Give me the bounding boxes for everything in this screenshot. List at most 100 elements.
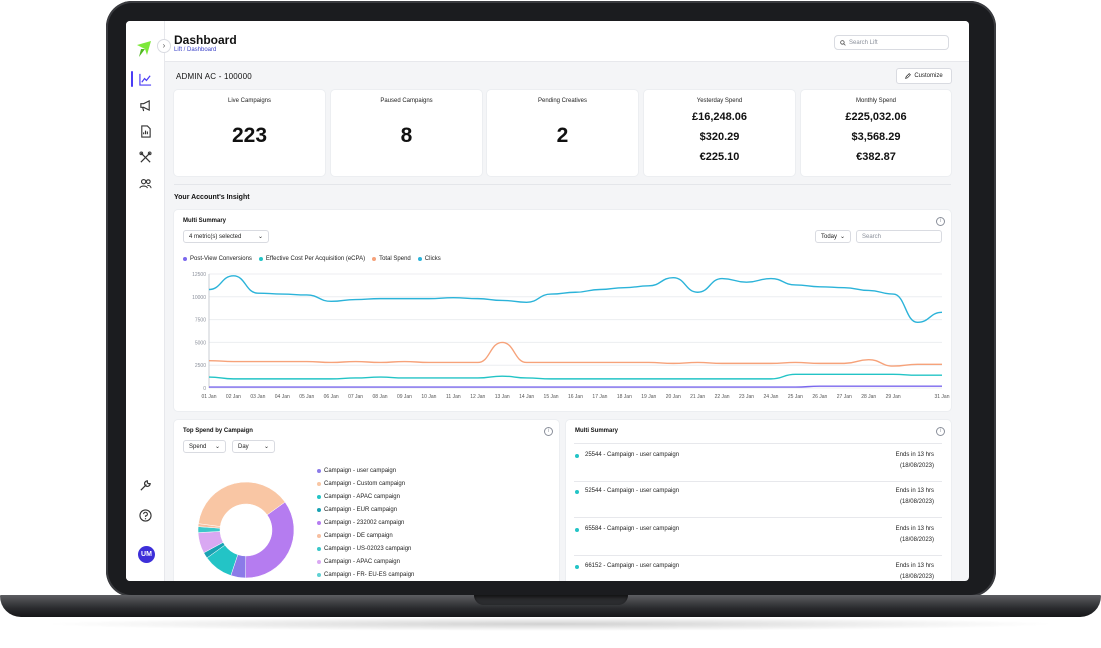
sidebar-item-campaigns[interactable] xyxy=(137,97,153,113)
list-item[interactable]: 65584 - Campaign - user campaign Ends in… xyxy=(574,518,942,556)
legend-label: Campaign - FR- EU-ES campaign xyxy=(324,571,415,578)
metrics-dropdown[interactable]: 4 metric(s) selected ⌄ xyxy=(183,230,269,243)
user-avatar[interactable]: UM xyxy=(138,546,155,563)
series-line xyxy=(209,385,942,388)
chart-search-input[interactable]: Search xyxy=(856,230,942,243)
spend-period-dropdown[interactable]: Day ⌄ xyxy=(232,440,275,453)
app-screen: UM › Dashboard Lift / Dashboard Search L… xyxy=(126,21,969,581)
stat-card-monthly-spend[interactable]: Monthly Spend £225,032.06 $3,568.29 €382… xyxy=(801,90,951,176)
campaign-name: 66152 - Campaign - user campaign xyxy=(585,563,680,569)
stat-title: Live Campaigns xyxy=(227,98,272,104)
stat-value: 2 xyxy=(556,124,569,147)
x-tick-label: 08 Jan xyxy=(373,394,388,400)
legend-dot xyxy=(317,481,321,486)
stat-card-paused-campaigns[interactable]: Paused Campaigns 8 xyxy=(331,90,482,176)
campaign-ends: Ends in 13 hrs xyxy=(895,563,934,569)
global-search-input[interactable]: Search Lift xyxy=(834,35,949,50)
legend-label: Campaign - APAC campaign xyxy=(324,493,400,500)
legend-item[interactable]: Effective Cost Per Acquisition (eCPA) xyxy=(258,256,365,262)
x-tick-label: 25 Jan xyxy=(788,394,803,400)
sidebar-item-dashboard[interactable] xyxy=(137,71,153,87)
stat-card-yesterday-spend[interactable]: Yesterday Spend £16,248.06 $320.29 €225.… xyxy=(644,90,795,176)
legend-item[interactable]: Campaign - APAC campaign xyxy=(317,555,414,568)
sidebar-item-reports[interactable] xyxy=(137,123,153,139)
search-icon xyxy=(840,39,846,46)
stat-card-live-campaigns[interactable]: Live Campaigns 223 xyxy=(174,90,325,176)
legend-item[interactable]: Campaign - FR- EU-ES campaign xyxy=(317,568,414,581)
x-tick-label: 23 Jan xyxy=(739,394,754,400)
stat-value-gbp: £225,032.06 xyxy=(845,111,907,123)
sidebar-item-help[interactable] xyxy=(137,507,153,523)
list-item[interactable]: 25544 - Campaign - user campaign Ends in… xyxy=(574,443,942,482)
multi-summary-chart-card: Multi Summary i 4 metric(s) selected ⌄ T… xyxy=(174,210,951,411)
spend-metric-label: Spend xyxy=(189,443,207,450)
customize-label: Customize xyxy=(914,73,943,79)
y-tick-label: 5000 xyxy=(195,340,206,346)
nav-active-indicator xyxy=(131,71,133,87)
spend-metric-dropdown[interactable]: Spend ⌄ xyxy=(183,440,226,453)
chart-line-icon xyxy=(138,73,151,86)
x-tick-label: 19 Jan xyxy=(641,394,656,400)
campaign-name: 25544 - Campaign - user campaign xyxy=(585,452,680,458)
chart-legend: Post-View Conversions Effective Cost Per… xyxy=(183,256,441,262)
info-icon[interactable]: i xyxy=(936,427,945,436)
x-tick-label: 06 Jan xyxy=(324,394,339,400)
x-tick-label: 15 Jan xyxy=(544,394,559,400)
stat-value: 223 xyxy=(231,124,268,147)
x-tick-label: 13 Jan xyxy=(495,394,510,400)
legend-item[interactable]: Total Spend xyxy=(372,256,411,262)
list-item[interactable]: 52544 - Campaign - user campaign Ends in… xyxy=(574,480,942,518)
x-tick-label: 12 Jan xyxy=(470,394,485,400)
status-dot xyxy=(575,565,579,569)
sidebar-item-tools[interactable] xyxy=(137,149,153,165)
x-tick-label: 03 Jan xyxy=(250,394,265,400)
series-line xyxy=(208,341,942,367)
legend-item[interactable]: Campaign - US-02023 campaign xyxy=(317,542,414,555)
stat-value-usd: $320.29 xyxy=(699,131,740,143)
x-tick-label: 16 Jan xyxy=(568,394,583,400)
legend-item[interactable]: Campaign - EUR campaign xyxy=(317,503,414,516)
x-tick-label: 22 Jan xyxy=(715,394,730,400)
period-dropdown[interactable]: Today ⌄ xyxy=(815,230,851,243)
campaign-ends: Ends in 13 hrs xyxy=(895,488,934,494)
stat-card-pending-creatives[interactable]: Pending Creatives 2 xyxy=(487,90,638,176)
legend-item[interactable]: Post-View Conversions xyxy=(183,256,252,262)
stat-title: Paused Campaigns xyxy=(380,98,433,104)
sidebar: UM xyxy=(126,21,165,581)
stat-value-gbp: £16,248.06 xyxy=(691,111,748,123)
x-tick-label: 09 Jan xyxy=(397,394,412,400)
legend-item[interactable]: Campaign - user campaign xyxy=(317,464,414,477)
x-tick-label: 31 Jan xyxy=(934,394,949,400)
info-icon[interactable]: i xyxy=(544,427,553,436)
stat-title: Yesterday Spend xyxy=(696,98,743,104)
list-item[interactable]: 66152 - Campaign - user campaign Ends in… xyxy=(574,555,942,581)
pencil-icon xyxy=(905,73,912,79)
x-tick-label: 04 Jan xyxy=(275,394,290,400)
card-title: Multi Summary xyxy=(183,218,227,224)
legend-label: Campaign - user campaign xyxy=(324,467,397,474)
x-tick-label: 07 Jan xyxy=(348,394,363,400)
sidebar-item-settings[interactable] xyxy=(137,477,153,493)
sidebar-item-users[interactable] xyxy=(137,175,153,191)
stat-value-eur: €382.87 xyxy=(856,151,896,163)
legend-item[interactable]: Campaign - Custom campaign xyxy=(317,477,414,490)
topbar: Dashboard Lift / Dashboard Search Lift xyxy=(165,21,969,62)
breadcrumb[interactable]: Lift / Dashboard xyxy=(174,47,217,53)
info-icon[interactable]: i xyxy=(936,217,945,226)
campaign-ends: Ends in 13 hrs xyxy=(895,452,934,458)
customize-button[interactable]: Customize xyxy=(896,68,952,84)
donut-slice xyxy=(198,481,286,527)
sidebar-collapse-button[interactable]: › xyxy=(157,39,171,53)
legend-dot xyxy=(317,572,321,577)
multi-summary-list-card: Multi Summary i 25544 - Campaign - user … xyxy=(566,420,951,581)
campaign-name: 52544 - Campaign - user campaign xyxy=(585,488,680,494)
x-tick-label: 10 Jan xyxy=(421,394,436,400)
campaign-end-date: (18/08/2023) xyxy=(899,463,934,469)
legend-item[interactable]: Campaign - 232002 campaign xyxy=(317,516,414,529)
x-tick-label: 27 Jan xyxy=(837,394,852,400)
legend-label: Campaign - 232002 campaign xyxy=(324,519,405,526)
legend-item[interactable]: Clicks xyxy=(417,256,441,262)
legend-dot xyxy=(317,520,321,525)
legend-item[interactable]: Campaign - DE campaign xyxy=(317,529,414,542)
legend-item[interactable]: Campaign - APAC campaign xyxy=(317,490,414,503)
